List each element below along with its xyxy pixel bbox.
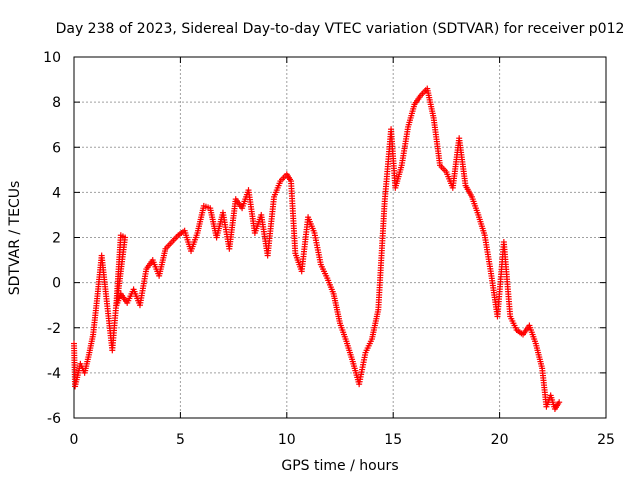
x-tick-label: 20 (491, 432, 509, 448)
x-tick-label: 25 (597, 432, 615, 448)
data-point (556, 399, 563, 406)
y-tick-label: 10 (43, 50, 61, 66)
x-tick-label: 10 (278, 432, 296, 448)
x-tick-label: 5 (176, 432, 185, 448)
x-tick-label: 0 (70, 432, 79, 448)
x-axis-label: GPS time / hours (281, 458, 398, 474)
axis-ticks: 0 5 10 15 20 25 -6 -4 -2 0 2 4 6 8 10 (43, 50, 615, 448)
plot-frame (73, 56, 607, 419)
grid (74, 57, 606, 418)
data-points (71, 85, 563, 412)
y-tick-label: -2 (47, 321, 61, 337)
y-tick-label: -4 (47, 366, 61, 382)
y-axis-label: SDTVAR / TECUs (7, 181, 23, 296)
chart-title: Day 238 of 2023, Sidereal Day-to-day VTE… (56, 21, 625, 37)
x-tick-label: 15 (384, 432, 402, 448)
y-tick-label: 0 (52, 276, 61, 292)
y-tick-label: 6 (52, 140, 61, 156)
y-tick-label: 4 (52, 185, 61, 201)
y-tick-label: 8 (52, 95, 61, 111)
y-tick-label: 2 (52, 231, 61, 247)
y-tick-label: -6 (47, 411, 61, 427)
